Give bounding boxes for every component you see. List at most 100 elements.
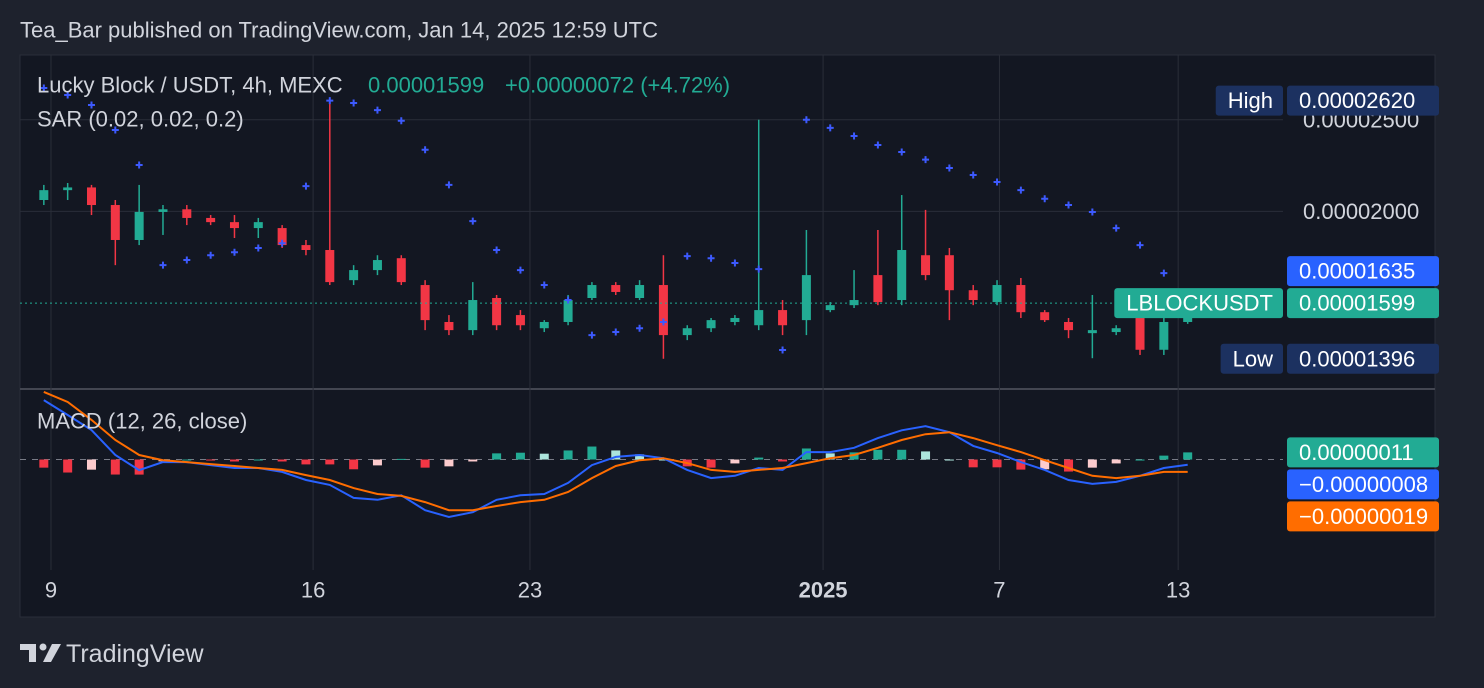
sar-point (636, 324, 644, 332)
sar-point (64, 91, 72, 99)
sar-point (731, 259, 739, 267)
candle-body (801, 275, 811, 321)
price-tag-label: 0.00001635 (1299, 259, 1415, 284)
legend-sar: SAR (0.02, 0.02, 0.2) (37, 107, 244, 132)
sar-point (969, 171, 977, 179)
candle-body (754, 310, 764, 326)
histogram-bar (468, 459, 478, 462)
legend-change: +0.00000072 (+4.72%) (505, 73, 730, 98)
histogram-bar (1159, 455, 1169, 460)
candle-body (658, 285, 668, 336)
candle-body (158, 209, 168, 212)
histogram-bar (515, 452, 525, 460)
histogram-bar (968, 459, 978, 468)
sar-point (254, 244, 262, 252)
price-tag-name: LBLOCKUSDT (1126, 291, 1273, 316)
sar-point (87, 101, 95, 109)
histogram-bar (110, 459, 120, 475)
candle-body (396, 258, 406, 283)
candle-body (444, 321, 454, 331)
price-tag-box (1287, 469, 1439, 500)
histogram-bar (253, 459, 263, 461)
histogram-bar (1064, 459, 1074, 472)
x-tick-label: 16 (301, 578, 325, 603)
candle-body (515, 315, 525, 326)
chart-frame (19, 54, 1436, 618)
histogram-bar (39, 459, 49, 468)
price-tag-box (1287, 256, 1439, 287)
histogram-bar (63, 459, 73, 473)
sar-point (683, 252, 691, 260)
histogram-bar (563, 450, 573, 460)
price-tag-name-box (1220, 343, 1283, 374)
histogram-bar (1111, 459, 1121, 464)
histogram-bar (349, 459, 359, 470)
candle-body (39, 190, 49, 201)
price-tag-label: −0.00000019 (1299, 504, 1428, 529)
sar-point (111, 126, 119, 134)
histogram-bar (325, 459, 335, 465)
histogram-bar (801, 448, 811, 460)
x-tick-label: 7 (993, 578, 1005, 603)
histogram-bar (825, 453, 835, 460)
price-tag-box (1287, 501, 1439, 532)
histogram-bar (420, 459, 430, 468)
histogram-bar (754, 457, 764, 460)
candle-body (992, 285, 1002, 303)
histogram-bar (134, 459, 144, 475)
price-tag-label: 0.00001599 (1299, 291, 1415, 316)
candle-body (229, 222, 239, 229)
logo-slash (43, 644, 61, 662)
brand-logo (20, 643, 61, 662)
brand-name: TradingView (66, 640, 205, 668)
price-tag-box (1287, 343, 1439, 374)
price-tag-name: High (1228, 88, 1273, 113)
candle-body (897, 250, 907, 301)
histogram-bar (396, 458, 406, 460)
candle-body (349, 270, 359, 281)
sar-point (874, 141, 882, 149)
sar-point (421, 146, 429, 154)
price-tag-label: 0.00002620 (1299, 88, 1415, 113)
candle-body (730, 317, 740, 322)
sar-point (183, 256, 191, 264)
histogram-bar (539, 453, 549, 460)
histogram-bar (706, 459, 716, 468)
histogram-bar (873, 449, 883, 460)
candle-body (849, 300, 859, 306)
sar-point (493, 246, 501, 254)
sar-point (1041, 195, 1049, 203)
histogram-bar (992, 459, 1002, 468)
x-tick-label: 2025 (799, 578, 848, 603)
histogram-bar (1016, 459, 1026, 470)
price-tag-label: 0.00001396 (1299, 346, 1415, 371)
histogram-bar (301, 459, 311, 465)
candle-body (325, 250, 335, 283)
candle-body (587, 285, 597, 299)
histogram-bar (229, 459, 239, 462)
sar-point (207, 251, 215, 259)
candle-body (539, 321, 549, 329)
sar-point (1088, 208, 1096, 216)
histogram-bar (587, 446, 597, 460)
candle-body (182, 209, 192, 218)
candle-body (706, 320, 716, 329)
logo-mark (20, 644, 36, 662)
histogram-bar (1040, 459, 1050, 470)
x-tick-label: 13 (1166, 578, 1190, 603)
candle-body (253, 222, 263, 229)
candle-body (372, 260, 382, 271)
x-tick-label: 9 (45, 578, 57, 603)
candle-body (110, 205, 120, 240)
sar-point (802, 116, 810, 124)
histogram-bar (277, 459, 287, 462)
macd-line (43, 390, 1188, 512)
candle-body (1111, 328, 1121, 333)
candle-body (921, 255, 931, 276)
sar-point (302, 182, 310, 190)
histogram-bar (444, 459, 454, 467)
candle-body (1040, 312, 1050, 321)
histogram-bar (921, 451, 931, 460)
candle-body (611, 285, 621, 292)
